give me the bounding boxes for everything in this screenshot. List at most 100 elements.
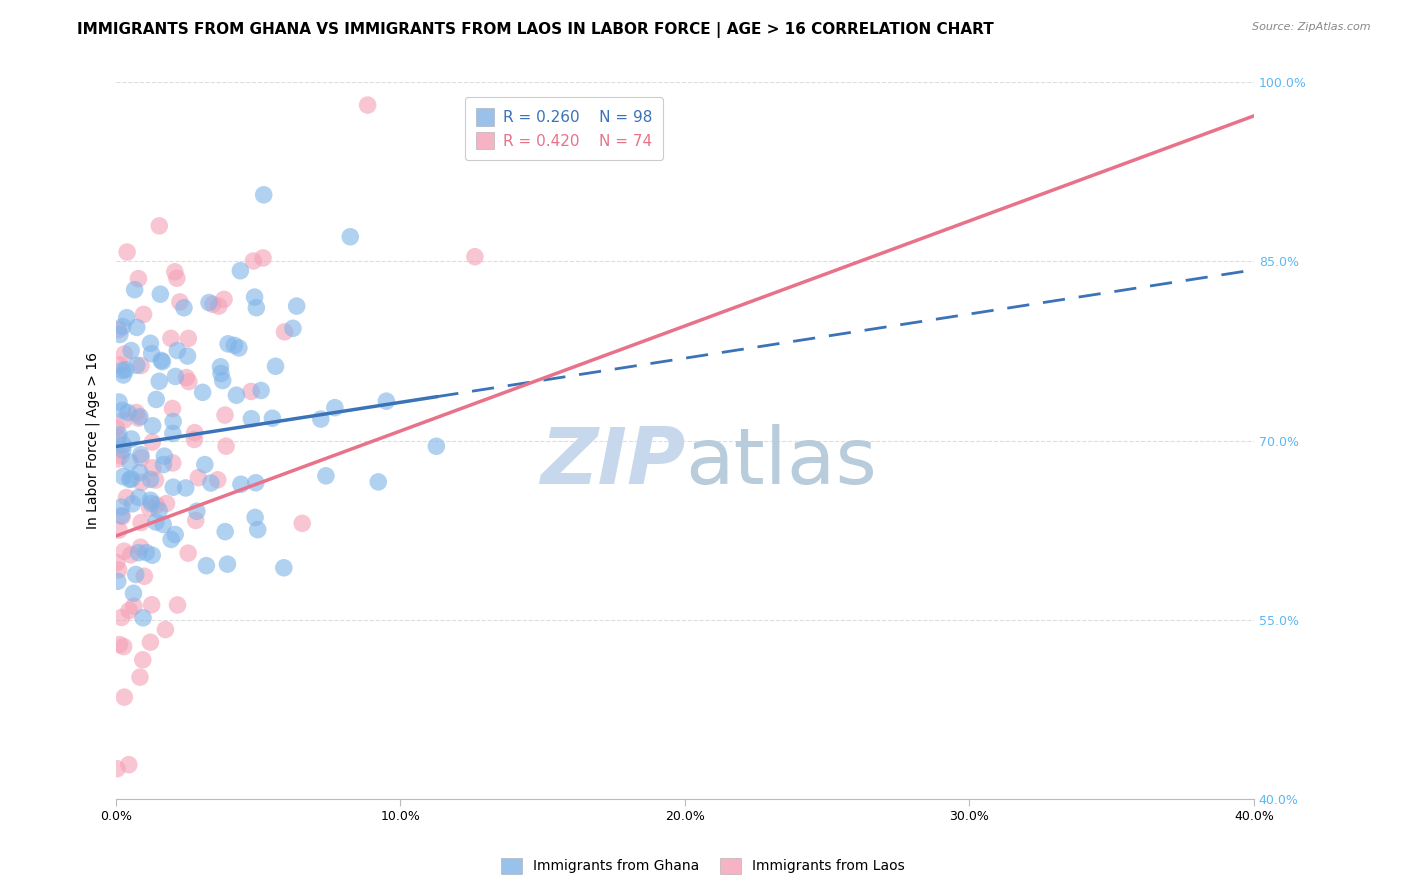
Immigrants from Laos <box>155 623 177 637</box>
Immigrants from Ghana <box>375 394 398 409</box>
Immigrants from Laos <box>162 401 184 416</box>
Immigrants from Laos <box>356 98 378 112</box>
Immigrants from Ghana <box>211 374 233 388</box>
Immigrants from Ghana <box>152 517 174 532</box>
Immigrants from Laos <box>129 516 152 530</box>
Text: ZIP: ZIP <box>540 424 685 500</box>
Immigrants from Ghana <box>145 392 167 407</box>
Immigrants from Ghana <box>186 504 208 518</box>
Immigrants from Laos <box>107 430 129 444</box>
Immigrants from Ghana <box>141 548 163 562</box>
Immigrants from Ghana <box>281 321 304 335</box>
Immigrants from Laos <box>112 690 135 705</box>
Immigrants from Laos <box>169 295 191 310</box>
Immigrants from Ghana <box>111 403 134 417</box>
Immigrants from Ghana <box>285 299 308 313</box>
Immigrants from Ghana <box>139 336 162 351</box>
Immigrants from Ghana <box>122 586 145 600</box>
Y-axis label: In Labor Force | Age > 16: In Labor Force | Age > 16 <box>86 352 100 529</box>
Immigrants from Laos <box>215 439 238 453</box>
Immigrants from Ghana <box>111 363 134 377</box>
Immigrants from Laos <box>183 433 205 447</box>
Immigrants from Ghana <box>246 523 269 537</box>
Immigrants from Ghana <box>129 466 152 480</box>
Immigrants from Ghana <box>112 368 135 382</box>
Immigrants from Laos <box>163 265 186 279</box>
Immigrants from Ghana <box>111 443 134 458</box>
Immigrants from Ghana <box>112 438 135 452</box>
Immigrants from Ghana <box>174 481 197 495</box>
Immigrants from Ghana <box>250 384 273 398</box>
Immigrants from Ghana <box>224 338 246 352</box>
Immigrants from Ghana <box>141 346 163 360</box>
Immigrants from Laos <box>115 245 138 260</box>
Immigrants from Ghana <box>129 448 152 462</box>
Immigrants from Laos <box>464 250 486 264</box>
Immigrants from Laos <box>107 322 129 336</box>
Immigrants from Laos <box>128 411 150 425</box>
Immigrants from Laos <box>183 425 205 440</box>
Immigrants from Ghana <box>198 295 221 310</box>
Immigrants from Laos <box>118 603 141 617</box>
Immigrants from Ghana <box>309 412 332 426</box>
Immigrants from Laos <box>162 456 184 470</box>
Immigrants from Ghana <box>121 497 143 511</box>
Immigrants from Ghana <box>243 510 266 524</box>
Immigrants from Ghana <box>228 341 250 355</box>
Immigrants from Ghana <box>120 343 142 358</box>
Immigrants from Laos <box>177 331 200 345</box>
Immigrants from Ghana <box>112 469 135 483</box>
Immigrants from Laos <box>139 635 162 649</box>
Text: Source: ZipAtlas.com: Source: ZipAtlas.com <box>1253 22 1371 32</box>
Immigrants from Ghana <box>217 336 239 351</box>
Immigrants from Laos <box>105 762 128 776</box>
Immigrants from Ghana <box>245 475 267 490</box>
Immigrants from Ghana <box>115 310 138 325</box>
Immigrants from Ghana <box>315 468 337 483</box>
Legend: Immigrants from Ghana, Immigrants from Laos: Immigrants from Ghana, Immigrants from L… <box>494 851 912 880</box>
Immigrants from Laos <box>176 370 198 384</box>
Immigrants from Ghana <box>165 527 187 541</box>
Immigrants from Ghana <box>162 426 184 441</box>
Immigrants from Laos <box>108 638 131 652</box>
Immigrants from Ghana <box>142 418 165 433</box>
Immigrants from Laos <box>142 460 165 475</box>
Immigrants from Ghana <box>229 264 252 278</box>
Immigrants from Ghana <box>176 349 198 363</box>
Immigrants from Laos <box>132 653 155 667</box>
Immigrants from Ghana <box>145 515 167 529</box>
Immigrants from Laos <box>134 569 156 583</box>
Immigrants from Ghana <box>225 388 247 402</box>
Immigrants from Laos <box>187 471 209 485</box>
Immigrants from Ghana <box>367 475 389 489</box>
Immigrants from Laos <box>145 498 167 512</box>
Immigrants from Ghana <box>114 363 136 377</box>
Immigrants from Ghana <box>165 369 187 384</box>
Immigrants from Ghana <box>110 508 132 523</box>
Immigrants from Ghana <box>162 480 184 494</box>
Immigrants from Laos <box>201 297 224 311</box>
Immigrants from Laos <box>129 450 152 465</box>
Text: atlas: atlas <box>685 424 877 500</box>
Immigrants from Ghana <box>253 187 276 202</box>
Immigrants from Laos <box>108 523 131 537</box>
Immigrants from Laos <box>166 598 188 612</box>
Immigrants from Ghana <box>117 405 139 419</box>
Immigrants from Laos <box>108 358 131 372</box>
Immigrants from Ghana <box>132 611 155 625</box>
Immigrants from Ghana <box>148 503 170 517</box>
Immigrants from Ghana <box>139 493 162 508</box>
Immigrants from Laos <box>112 640 135 654</box>
Immigrants from Ghana <box>125 320 148 334</box>
Immigrants from Ghana <box>425 439 447 453</box>
Immigrants from Laos <box>111 509 134 524</box>
Immigrants from Laos <box>129 540 152 554</box>
Immigrants from Laos <box>141 598 163 612</box>
Immigrants from Laos <box>129 359 152 373</box>
Immigrants from Ghana <box>262 411 284 425</box>
Immigrants from Ghana <box>323 401 346 415</box>
Immigrants from Laos <box>122 599 145 614</box>
Immigrants from Ghana <box>195 558 218 573</box>
Legend: R = 0.260    N = 98, R = 0.420    N = 74: R = 0.260 N = 98, R = 0.420 N = 74 <box>465 97 664 160</box>
Immigrants from Laos <box>242 254 264 268</box>
